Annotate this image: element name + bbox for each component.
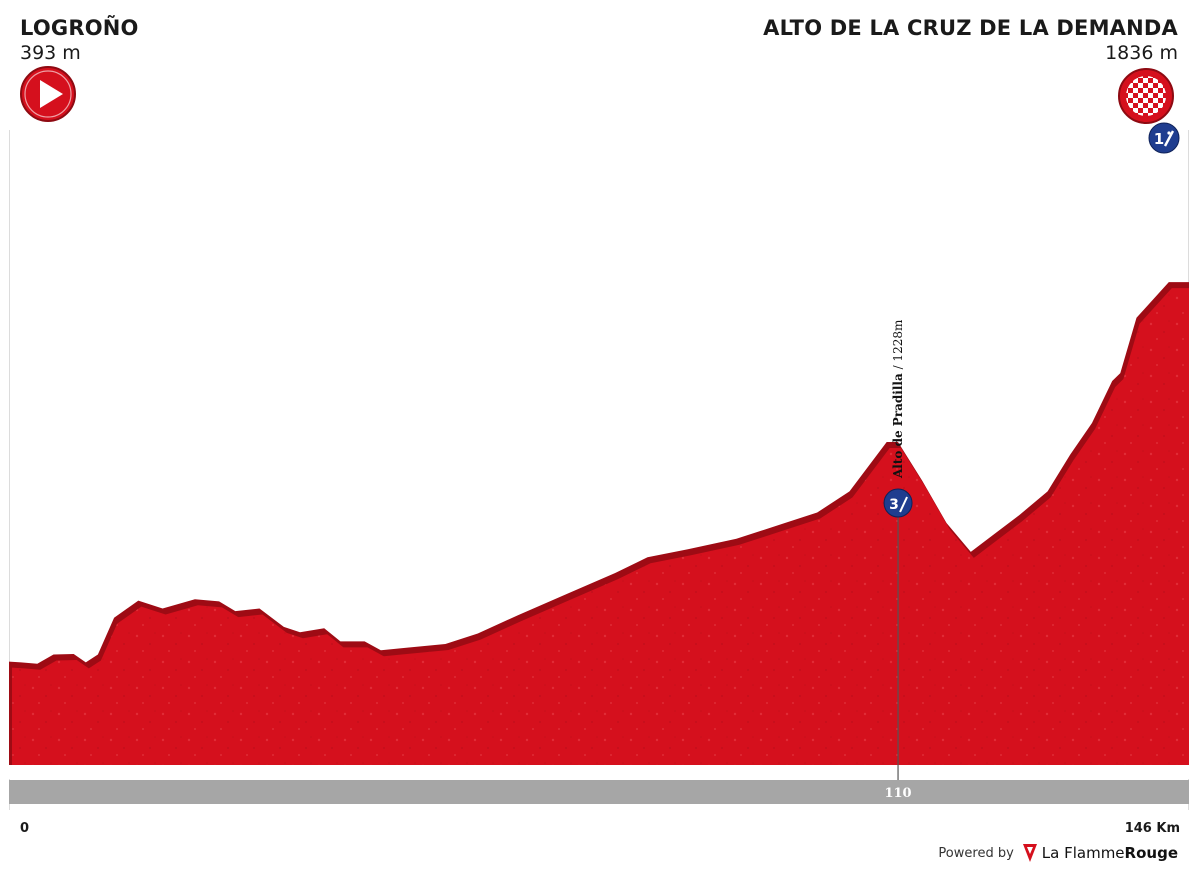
svg-text:1: 1 (1154, 130, 1164, 148)
km-start-label: 0 (20, 821, 30, 836)
start-arrow-icon (20, 66, 76, 122)
flame-logo-icon (1022, 844, 1037, 862)
km-end-label: 146 Km (1124, 821, 1180, 836)
profile-texture (12, 288, 1192, 771)
profile-clip (1189, 140, 1200, 775)
start-altitude: 393 m (20, 42, 81, 64)
km-marker-label: 110 (884, 786, 911, 801)
baseline-gap (9, 765, 1189, 779)
brand: La FlammeRouge (1022, 843, 1178, 863)
climb-name-label: Alto de Pradilla / 1228m (891, 319, 905, 479)
climb-category-number: 3 (889, 497, 899, 513)
finish-town: ALTO DE LA CRUZ DE LA DEMANDA (763, 16, 1178, 40)
brand-name-b: Rouge (1124, 844, 1178, 862)
climb-category-1-icon: 1 (1148, 122, 1180, 154)
climb-category-3-icon (883, 488, 913, 518)
brand-name-a: La Flamme (1041, 844, 1125, 862)
km-bar (9, 780, 1189, 804)
start-town: LOGROÑO (20, 16, 139, 40)
powered-by-label: Powered by (938, 845, 1014, 861)
climb-slope-glyph (899, 496, 908, 513)
powered-by: Powered by La FlammeRouge (938, 843, 1178, 863)
finish-altitude: 1836 m (1105, 42, 1178, 64)
checkered-finish-icon (1118, 68, 1174, 124)
brand-name: La FlammeRouge (1042, 844, 1178, 862)
